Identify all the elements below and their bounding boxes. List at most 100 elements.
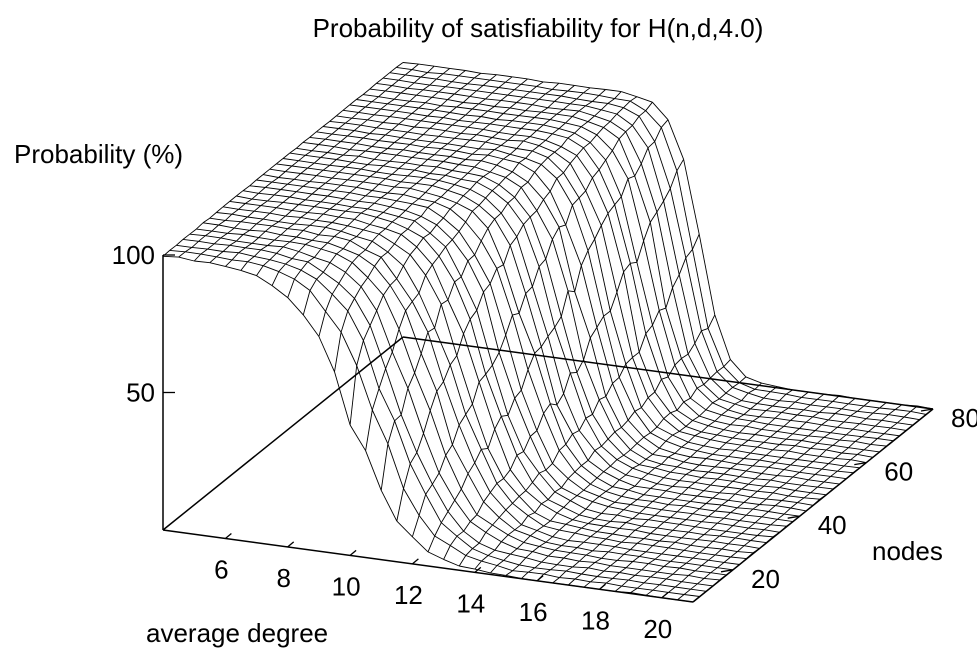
- mesh-line-y: [389, 154, 397, 162]
- mesh-line-y: [659, 578, 667, 586]
- mesh-line-x: [763, 397, 780, 402]
- mesh-line-y: [710, 371, 718, 379]
- mesh-line-y: [609, 292, 618, 312]
- mesh-line-x: [398, 328, 416, 373]
- mesh-line-x: [698, 234, 716, 315]
- mesh-line-y: [240, 261, 248, 271]
- mesh-line-x: [574, 132, 591, 143]
- mesh-line-y: [423, 232, 431, 239]
- mesh-line-y: [225, 259, 233, 267]
- mesh-line-x: [454, 499, 471, 522]
- mesh-line-x: [494, 549, 511, 555]
- mesh-line-y: [496, 264, 504, 269]
- mesh-line-x: [545, 541, 562, 547]
- mesh-line-y: [182, 233, 190, 240]
- mesh-line-y: [329, 253, 337, 263]
- mesh-line-y: [558, 224, 566, 228]
- x-tick: [474, 566, 482, 573]
- mesh-line-y: [567, 132, 575, 139]
- mesh-line-x: [396, 154, 413, 158]
- mesh-line-x: [717, 478, 733, 482]
- mesh-line-y: [799, 510, 807, 517]
- mesh-line-x: [331, 293, 349, 312]
- mesh-line-x: [881, 419, 898, 424]
- mesh-line-x: [741, 444, 758, 448]
- mesh-line-x: [608, 506, 624, 511]
- mesh-line-y: [431, 180, 440, 186]
- mesh-line-y: [416, 89, 424, 96]
- mesh-line-y: [460, 172, 469, 180]
- mesh-line-y: [423, 410, 431, 434]
- mesh-line-x: [198, 240, 215, 245]
- mesh-line-x: [657, 483, 673, 487]
- mesh-line-y: [451, 75, 459, 83]
- mesh-line-y: [756, 397, 765, 404]
- mesh-line-y: [549, 113, 557, 120]
- mesh-line-x: [487, 228, 504, 265]
- mesh-line-y: [708, 510, 716, 517]
- mesh-line-x: [710, 572, 727, 576]
- mesh-line-x: [354, 130, 370, 134]
- mesh-line-x: [877, 438, 894, 442]
- mesh-line-x: [645, 506, 662, 511]
- mesh-line-y: [688, 526, 696, 533]
- mesh-line-x: [663, 565, 680, 569]
- mesh-line-y: [411, 107, 419, 114]
- mesh-line-x: [719, 448, 736, 451]
- mesh-line-x: [638, 115, 656, 142]
- mesh-line-y: [311, 144, 319, 152]
- mesh-line-x: [841, 452, 858, 455]
- mesh-line-x: [654, 467, 671, 473]
- mesh-line-y: [699, 458, 707, 466]
- mesh-line-x: [234, 227, 250, 231]
- mesh-line-x: [663, 477, 680, 482]
- mesh-line-x: [761, 428, 778, 432]
- mesh-line-x: [340, 184, 357, 188]
- mesh-line-x: [610, 520, 627, 523]
- mesh-line-x: [567, 478, 584, 491]
- mesh-line-x: [292, 258, 308, 263]
- mesh-line-y: [563, 500, 571, 508]
- mesh-line-x: [672, 529, 689, 533]
- mesh-line-y: [792, 471, 800, 478]
- mesh-line-x: [650, 487, 667, 492]
- mesh-line-x: [750, 408, 767, 412]
- mesh-line-y: [398, 162, 406, 169]
- mesh-line-y: [563, 103, 571, 110]
- mesh-line-y: [282, 152, 290, 159]
- mesh-line-x: [623, 454, 640, 466]
- mesh-line-x: [283, 201, 299, 205]
- mesh-line-x: [412, 203, 428, 208]
- mesh-line-y: [801, 391, 809, 398]
- mesh-line-x: [483, 84, 499, 88]
- mesh-line-y: [647, 467, 656, 475]
- mesh-line-x: [710, 439, 727, 444]
- mesh-line-x: [659, 584, 676, 588]
- mesh-line-x: [599, 543, 616, 548]
- mesh-line-x: [632, 467, 649, 475]
- mesh-line-y: [727, 449, 736, 457]
- mesh-line-x: [803, 409, 820, 413]
- mesh-line-x: [654, 141, 671, 189]
- mesh-line-y: [498, 509, 507, 518]
- mesh-line-y: [262, 259, 271, 267]
- mesh-line-y: [447, 184, 455, 191]
- mesh-line-x: [755, 522, 771, 526]
- mesh-line-y: [342, 192, 351, 200]
- mesh-line-y: [240, 216, 248, 223]
- mesh-line-x: [331, 133, 348, 137]
- mesh-line-x: [309, 181, 326, 184]
- mesh-line-y: [754, 429, 762, 435]
- mesh-line-x: [583, 586, 600, 590]
- mesh-line-y: [614, 495, 622, 503]
- mesh-line-x: [580, 126, 598, 136]
- mesh-line-y: [583, 142, 591, 149]
- mesh-line-y: [565, 433, 573, 445]
- mesh-line-x: [509, 107, 526, 112]
- mesh-line-x: [327, 242, 344, 250]
- mesh-line-x: [438, 255, 455, 283]
- mesh-line-x: [434, 201, 451, 210]
- mesh-line-y: [431, 91, 439, 98]
- mesh-line-y: [663, 471, 671, 479]
- mesh-line-x: [568, 540, 584, 543]
